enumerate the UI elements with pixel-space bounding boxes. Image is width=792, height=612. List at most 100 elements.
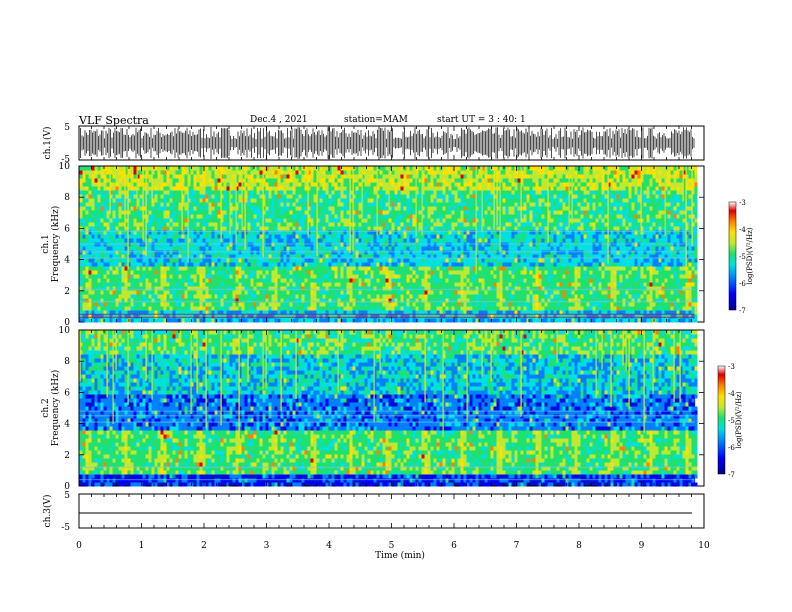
spectrogram-cell bbox=[112, 186, 116, 191]
spectrogram-cell bbox=[343, 258, 347, 263]
spectrogram-cell bbox=[457, 246, 461, 251]
spectrogram-cell bbox=[175, 278, 179, 283]
spectrogram-cell bbox=[154, 206, 158, 211]
spectrogram-cell bbox=[160, 314, 164, 319]
spectrogram-cell bbox=[160, 194, 164, 199]
spectrogram-cell bbox=[256, 178, 260, 183]
spectrogram-cell bbox=[118, 250, 122, 255]
spectrogram-cell bbox=[397, 170, 401, 175]
spectrogram-cell bbox=[271, 190, 275, 195]
spectrogram-cell bbox=[277, 230, 281, 235]
spectrogram-cell bbox=[412, 234, 416, 239]
spectrogram-cell bbox=[199, 166, 203, 171]
spectrogram-cell bbox=[355, 278, 359, 283]
spectrogram-cell bbox=[187, 274, 191, 279]
spectrogram-cell bbox=[82, 182, 86, 187]
spectrogram-cell bbox=[397, 182, 401, 187]
spectrogram-cell bbox=[418, 194, 422, 199]
spectrogram-cell bbox=[259, 230, 263, 235]
spectrogram-cell bbox=[202, 210, 206, 215]
spectrogram-cell bbox=[169, 230, 173, 235]
spectrogram-cell bbox=[439, 298, 443, 303]
spectrogram-cell bbox=[88, 290, 92, 295]
spectrogram-cell bbox=[292, 270, 296, 275]
spectrogram-cell bbox=[82, 190, 86, 195]
spectrogram-cell bbox=[238, 198, 242, 203]
spectrogram-cell bbox=[262, 242, 266, 247]
spectrogram-cell bbox=[367, 218, 371, 223]
spectrogram-cell bbox=[457, 186, 461, 191]
spectrogram-cell bbox=[373, 290, 377, 295]
spectrogram-cell bbox=[175, 230, 179, 235]
spectrogram-cell bbox=[85, 310, 89, 315]
spectrogram-cell bbox=[271, 238, 275, 243]
spectrogram-cell bbox=[106, 174, 110, 179]
spectrogram-cell bbox=[322, 194, 326, 199]
spectrogram-cell bbox=[94, 306, 98, 311]
spectrogram-cell bbox=[115, 174, 119, 179]
spectrogram-cell bbox=[223, 286, 227, 291]
spectrogram-cell bbox=[130, 318, 134, 323]
spectrogram-cell bbox=[292, 314, 296, 319]
spectrogram-cell bbox=[217, 210, 221, 215]
spectrogram-cell bbox=[130, 234, 134, 239]
spectrogram-cell bbox=[340, 174, 344, 179]
spectrogram-cell bbox=[379, 170, 383, 175]
spectrogram-cell bbox=[451, 214, 455, 219]
spectrogram-cell bbox=[271, 254, 275, 259]
spectrogram-cell bbox=[316, 262, 320, 267]
spectrogram-cell bbox=[91, 214, 95, 219]
spectrogram-cell bbox=[265, 194, 269, 199]
spectrogram-cell bbox=[283, 250, 287, 255]
spectrogram-cell bbox=[232, 310, 236, 315]
spectrogram-cell bbox=[229, 306, 233, 311]
spectrogram-cell bbox=[106, 262, 110, 267]
spectrogram-cell bbox=[352, 270, 356, 275]
spectrogram-cell bbox=[322, 210, 326, 215]
spectrogram-cell bbox=[322, 186, 326, 191]
spectrogram-cell bbox=[355, 202, 359, 207]
spectrogram-cell bbox=[175, 266, 179, 271]
spectrogram-cell bbox=[103, 166, 107, 171]
spectrogram-cell bbox=[358, 174, 362, 179]
spectrogram-cell bbox=[265, 314, 269, 319]
spectrogram-cell bbox=[382, 262, 386, 267]
spectrogram-cell bbox=[169, 274, 173, 279]
spectrogram-cell bbox=[334, 206, 338, 211]
spectrogram-cell bbox=[199, 238, 203, 243]
spectrogram-cell bbox=[94, 314, 98, 319]
spectrogram-cell bbox=[154, 230, 158, 235]
spectrogram-cell bbox=[187, 194, 191, 199]
spectrogram-cell bbox=[391, 222, 395, 227]
spectrogram-cell bbox=[313, 214, 317, 219]
spectrogram-cell bbox=[301, 210, 305, 215]
spectrogram-cell bbox=[160, 306, 164, 311]
spectrogram-cell bbox=[325, 286, 329, 291]
spectrogram-cell bbox=[346, 286, 350, 291]
spectrogram-cell bbox=[148, 178, 152, 183]
spectrogram-cell bbox=[253, 210, 257, 215]
spectrogram-cell bbox=[376, 222, 380, 227]
spectrogram-cell bbox=[319, 166, 323, 171]
spectrogram-cell bbox=[418, 250, 422, 255]
spectrogram-cell bbox=[175, 246, 179, 251]
spectrogram-cell bbox=[187, 314, 191, 319]
spectrogram-cell bbox=[277, 226, 281, 231]
spectrogram-cell bbox=[427, 202, 431, 207]
spectrogram-cell bbox=[100, 246, 104, 251]
spectrogram-cell bbox=[403, 178, 407, 183]
spectrogram-cell bbox=[343, 190, 347, 195]
spectrogram-cell bbox=[130, 198, 134, 203]
spectrogram-cell bbox=[82, 286, 86, 291]
spectrogram-cell bbox=[253, 314, 257, 319]
sferic-streak bbox=[376, 166, 378, 236]
spectrogram-cell bbox=[157, 254, 161, 259]
spectrogram-cell bbox=[154, 298, 158, 303]
spectrogram-cell bbox=[184, 210, 188, 215]
spectrogram-cell bbox=[136, 174, 140, 179]
spectrogram-cell bbox=[370, 298, 374, 303]
spectrogram-cell bbox=[136, 194, 140, 199]
spectrogram-cell bbox=[397, 258, 401, 263]
spectrogram-cell bbox=[334, 202, 338, 207]
spectrogram-cell bbox=[79, 266, 83, 271]
